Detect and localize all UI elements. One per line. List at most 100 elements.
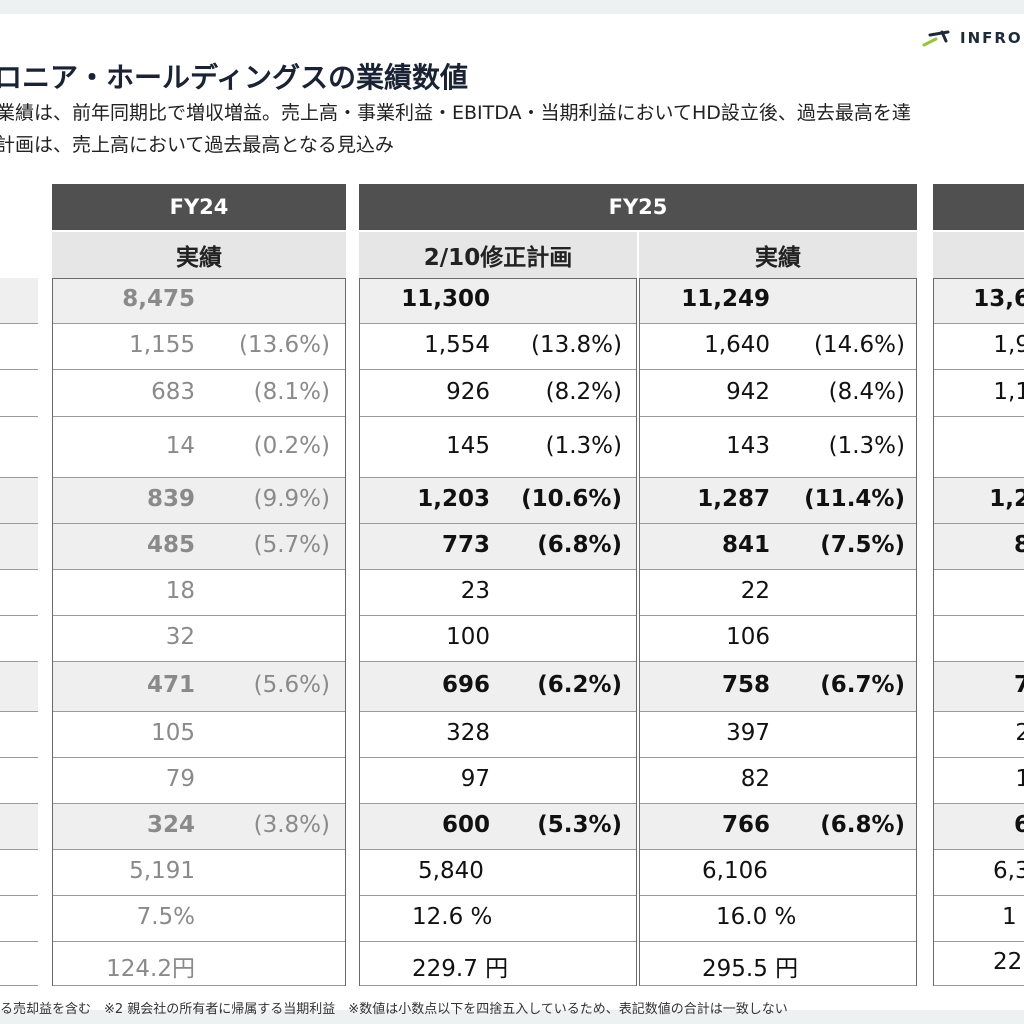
cell-value: 8,475 xyxy=(122,286,195,312)
table-cell: 6,3 xyxy=(933,850,1024,896)
table-cell: 839 (9.9%) xyxy=(52,478,346,524)
table-cell: 397 xyxy=(639,712,917,758)
company-logo: INFRO xyxy=(922,26,1023,50)
table-cell: 18 xyxy=(52,570,346,616)
column-frame-fy25_plan xyxy=(359,278,637,986)
table-cell: 1 xyxy=(933,896,1024,942)
row-label-cell xyxy=(0,662,38,712)
cell-value: 6 xyxy=(1013,812,1024,838)
cell-value: 7 xyxy=(1013,672,1024,698)
cell-value: 12.6 % xyxy=(412,904,493,930)
table-cell: 5,840 xyxy=(359,850,637,896)
cell-value: 839 xyxy=(146,486,195,512)
table-cell: 1,203 (10.6%) xyxy=(359,478,637,524)
cell-value: 79 xyxy=(165,766,195,792)
table-cell: 12.6 % xyxy=(359,896,637,942)
table-cell: 11,249 xyxy=(639,278,917,324)
logo-mark-icon xyxy=(922,30,950,47)
cell-ratio: (13.8%) xyxy=(530,332,622,358)
cell-value: 11,300 xyxy=(401,286,490,312)
summary-bullet-2: 計画は、売上高において過去最高となる見込み xyxy=(0,134,394,156)
cell-value: 324 xyxy=(146,812,195,838)
cell-ratio: (7.5%) xyxy=(820,532,905,558)
table-cell: 6,106 xyxy=(639,850,917,896)
row-label-cell xyxy=(0,616,38,662)
table-cell: 1,155 (13.6%) xyxy=(52,324,346,370)
cell-value: 758 xyxy=(721,672,770,698)
table-cell: 1 xyxy=(933,758,1024,804)
cell-value: 5,840 xyxy=(418,858,484,884)
table-cell: 97 xyxy=(359,758,637,804)
subheader-fy26 xyxy=(933,232,1024,278)
cell-value: 6,106 xyxy=(702,858,768,884)
table-cell xyxy=(933,570,1024,616)
table-cell: 145 (1.3%) xyxy=(359,417,637,478)
table-cell: 324 (3.8%) xyxy=(52,804,346,850)
cell-value: 1,9 xyxy=(993,332,1024,358)
cell-ratio: (14.6%) xyxy=(813,332,905,358)
table-cell: 471 (5.6%) xyxy=(52,662,346,712)
cell-value: 6,3 xyxy=(993,858,1024,884)
cell-ratio: (10.6%) xyxy=(521,486,622,512)
column-frame-fy25_actual xyxy=(639,278,917,986)
row-label-cell xyxy=(0,758,38,804)
row-label-cell xyxy=(0,712,38,758)
table-cell xyxy=(933,616,1024,662)
cell-value: 926 xyxy=(446,378,490,405)
summary-bullet-1: 業績は、前年同期比で増収増益。売上高・事業利益・EBITDA・当期利益においてH… xyxy=(0,102,911,124)
cell-value: 32 xyxy=(165,624,195,650)
table-cell: 16.0 % xyxy=(639,896,917,942)
cell-value: 22 xyxy=(740,578,770,604)
cell-value: 600 xyxy=(441,812,490,838)
cell-value: 773 xyxy=(441,532,490,558)
table-cell: 1,9 xyxy=(933,324,1024,370)
cell-value: 485 xyxy=(146,532,195,558)
cell-ratio: (5.3%) xyxy=(537,812,622,838)
cell-value: 1,287 xyxy=(697,486,770,512)
subheader-fy25-actual: 実績 xyxy=(639,232,917,278)
subheader-fy25-plan: 2/10修正計画 xyxy=(359,232,637,278)
table-cell: 485 (5.7%) xyxy=(52,524,346,570)
cell-value: 841 xyxy=(721,532,770,558)
cell-value: 696 xyxy=(441,672,490,698)
cell-ratio: (3.8%) xyxy=(253,812,330,838)
row-label-cell xyxy=(0,570,38,616)
cell-ratio: (5.7%) xyxy=(253,532,330,558)
cell-value: 1 xyxy=(1015,766,1024,792)
cell-value: 471 xyxy=(146,672,195,698)
logo-text: INFRO xyxy=(960,29,1023,47)
cell-value: 2 xyxy=(1015,720,1024,746)
table-cell: 106 xyxy=(639,616,917,662)
table-cell: 143 (1.3%) xyxy=(639,417,917,478)
table-cell: 8 xyxy=(933,524,1024,570)
table-cell: 942 (8.4%) xyxy=(639,370,917,417)
row-label-cell xyxy=(0,524,38,570)
cell-value: 22 xyxy=(993,949,1023,975)
cell-value: 683 xyxy=(151,378,195,405)
table-cell: 1,640 (14.6%) xyxy=(639,324,917,370)
cell-value: 124.2円 xyxy=(106,956,195,982)
cell-value: 23 xyxy=(460,578,490,604)
row-label-cell xyxy=(0,896,38,942)
cell-value: 1,1 xyxy=(993,378,1024,405)
table-cell: 1,1 xyxy=(933,370,1024,417)
table-cell: 229.7 円 xyxy=(359,942,637,986)
table-cell xyxy=(933,417,1024,478)
cell-ratio: (1.3%) xyxy=(545,432,622,459)
cell-value: 1,155 xyxy=(129,332,195,358)
cell-value: 229.7 円 xyxy=(412,956,509,982)
row-label-cell xyxy=(0,417,38,478)
cell-value: 18 xyxy=(165,578,195,604)
cell-value: 14 xyxy=(165,432,195,459)
cell-value: 16.0 % xyxy=(716,904,797,930)
row-label-cell xyxy=(0,478,38,524)
table-cell: 773 (6.8%) xyxy=(359,524,637,570)
cell-value: 942 xyxy=(726,378,770,405)
cell-value: 1,554 xyxy=(424,332,490,358)
table-cell: 8,475 xyxy=(52,278,346,324)
table-cell: 11,300 xyxy=(359,278,637,324)
footnote: る売却益を含む ※2 親会社の所有者に帰属する当期利益 ※数値は小数点以下を四捨… xyxy=(0,1002,788,1017)
period-header-fy26 xyxy=(933,184,1024,230)
cell-value: 1,640 xyxy=(704,332,770,358)
table-cell: 683 (8.1%) xyxy=(52,370,346,417)
